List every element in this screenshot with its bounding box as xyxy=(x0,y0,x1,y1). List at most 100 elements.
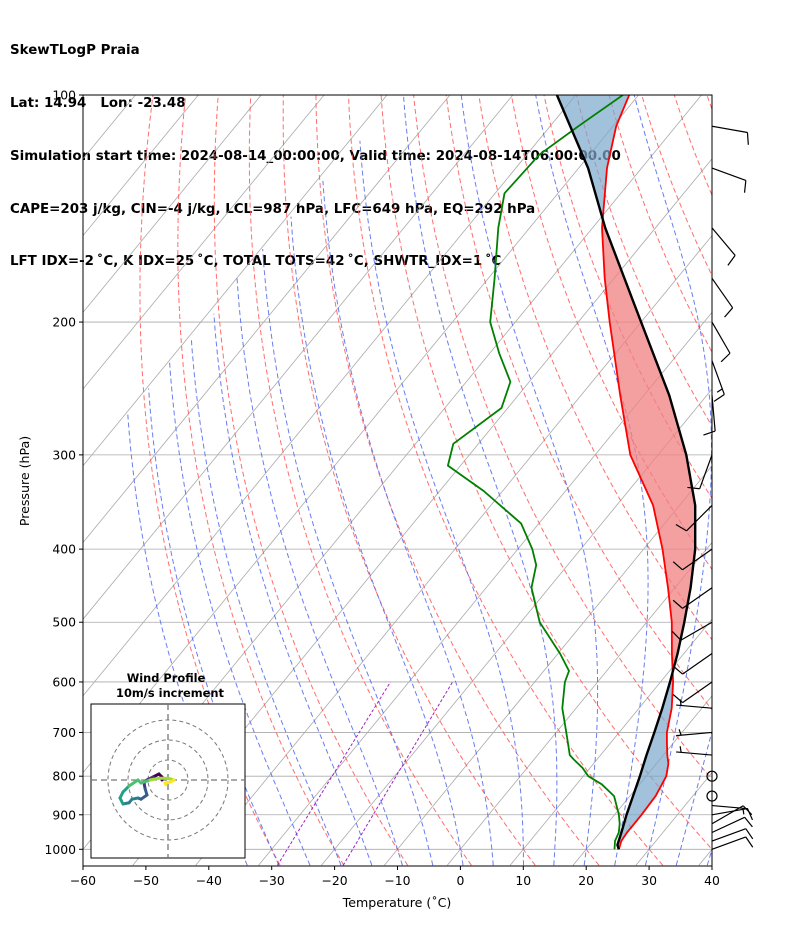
wind-barb xyxy=(703,395,716,436)
wind-barb xyxy=(711,321,731,363)
y-tick-label: 400 xyxy=(52,542,76,557)
y-tick-label: 600 xyxy=(52,674,76,689)
hodograph-segment xyxy=(148,776,161,782)
wind-barb xyxy=(711,828,754,842)
inset-title: Wind Profile xyxy=(127,671,206,685)
x-tick-label: −30 xyxy=(259,873,285,888)
dry-adiabat xyxy=(478,95,712,641)
station-location: Lat: 14.94 Lon: -23.48 xyxy=(10,95,186,111)
isotherm-line xyxy=(321,388,712,866)
isotherm-line xyxy=(446,541,712,866)
wind-barb xyxy=(711,125,749,145)
hodograph-ring xyxy=(127,739,209,821)
wind-barb xyxy=(671,621,713,641)
wind-barb xyxy=(687,454,713,490)
moist-adiabat xyxy=(236,278,403,866)
y-tick-label: 800 xyxy=(52,769,76,784)
moist-adiabat xyxy=(190,338,342,866)
wind-barb xyxy=(675,504,713,532)
wind-barb xyxy=(711,804,748,815)
x-tick-label: −50 xyxy=(133,873,159,888)
dry-adiabat xyxy=(576,95,712,428)
isotherm-line xyxy=(83,95,577,697)
isotherm-line xyxy=(83,95,199,237)
x-tick-label: −60 xyxy=(70,873,96,888)
stability-indices: LFT IDX=-2 ˚C, K IDX=25 ˚C, TOTAL TOTS=4… xyxy=(10,254,502,270)
dry-adiabat xyxy=(739,95,794,865)
moist-adiabat xyxy=(633,95,712,866)
moist-adiabat xyxy=(213,313,373,866)
dry-adiabat xyxy=(213,95,409,866)
wind-barb xyxy=(711,836,754,850)
dry-adiabat xyxy=(772,95,794,865)
wind-barb xyxy=(676,746,713,756)
y-tick-label: 700 xyxy=(52,725,76,740)
wind-barb xyxy=(676,729,713,737)
moist-adiabat xyxy=(535,95,649,866)
wind-barb xyxy=(672,681,713,704)
wind-barb xyxy=(672,587,713,609)
wind-barb xyxy=(672,652,713,675)
moist-adiabat xyxy=(322,180,494,866)
dry-adiabat xyxy=(315,95,600,866)
isotherm-line xyxy=(572,695,712,866)
x-axis-label: Temperature (˚C) xyxy=(342,895,452,910)
dry-adiabat xyxy=(706,95,712,111)
x-tick-label: 30 xyxy=(641,873,657,888)
station-title: SkewTLogP Praia xyxy=(10,43,140,59)
moist-adiabat xyxy=(738,95,794,865)
moist-adiabat xyxy=(675,729,712,866)
mixing-ratio-line xyxy=(277,681,391,866)
isotherm-line xyxy=(195,234,712,866)
x-tick-label: −10 xyxy=(384,873,410,888)
dry-adiabat xyxy=(282,95,536,866)
parcel-line xyxy=(555,95,697,850)
moist-adiabat xyxy=(359,140,524,866)
moist-adiabat xyxy=(169,360,311,866)
dewpoint-line xyxy=(447,95,624,850)
wind-barb xyxy=(711,167,747,193)
hodograph-segment xyxy=(139,778,152,785)
inset-subtitle: 10m/s increment xyxy=(116,686,224,700)
y-tick-label: 900 xyxy=(52,807,76,822)
wind-barb xyxy=(711,807,754,821)
dry-adiabat xyxy=(177,95,345,866)
wind-barb xyxy=(711,227,736,266)
wind-barb xyxy=(711,360,725,402)
y-tick-label: 1000 xyxy=(44,842,76,857)
wind-barb xyxy=(706,770,718,782)
mixing-ratio-line xyxy=(342,681,454,866)
temperature-line xyxy=(601,95,674,850)
isotherm-line xyxy=(258,311,712,866)
dry-adiabat xyxy=(139,95,281,866)
moist-adiabat xyxy=(706,847,712,866)
dry-adiabat xyxy=(380,95,712,851)
hodograph-segment xyxy=(127,778,140,788)
isotherm-line xyxy=(83,95,325,390)
dry-adiabat xyxy=(673,95,712,197)
isotherm-line xyxy=(698,848,712,866)
y-tick-label: 100 xyxy=(52,88,76,103)
isotherm-line xyxy=(83,95,388,467)
x-tick-label: 0 xyxy=(456,873,464,888)
isotherm-line xyxy=(83,95,262,313)
wind-profile-inset: Wind Profile 10m/s increment xyxy=(90,671,246,859)
cape-area xyxy=(602,223,696,671)
isotherm-line xyxy=(0,95,73,865)
wind-barb xyxy=(672,548,713,571)
dry-adiabat xyxy=(445,95,712,711)
moist-adiabat xyxy=(290,216,464,866)
y-tick-label: 300 xyxy=(52,447,76,462)
x-tick-label: −20 xyxy=(322,873,348,888)
y-tick-label: 500 xyxy=(52,615,76,630)
isotherm-line xyxy=(509,618,712,866)
wind-barb xyxy=(711,816,753,834)
dry-adiabat xyxy=(413,95,712,781)
isotherm-line xyxy=(384,465,712,866)
y-axis-label: Pressure (hPa) xyxy=(17,436,32,526)
moist-adiabat xyxy=(460,95,599,866)
cin-area xyxy=(556,95,630,219)
y-tick-label: 200 xyxy=(52,315,76,330)
dry-adiabat xyxy=(248,95,472,866)
